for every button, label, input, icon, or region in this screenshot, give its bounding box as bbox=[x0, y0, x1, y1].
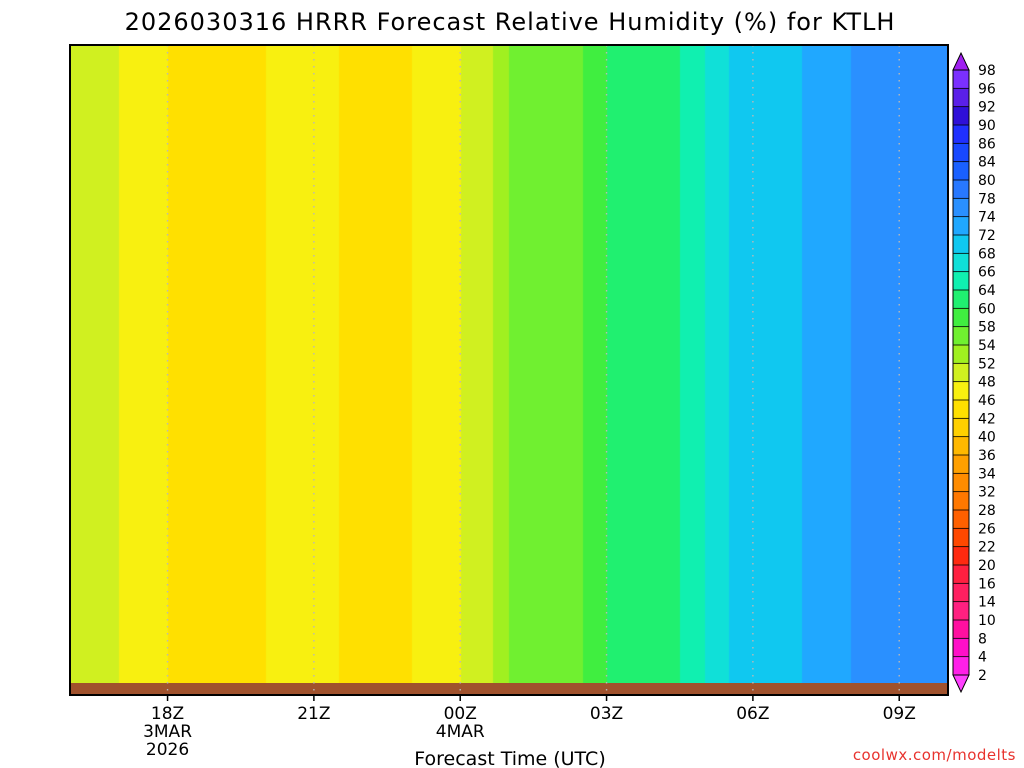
colorbar-label: 14 bbox=[978, 595, 996, 611]
colorbar-arrow-top bbox=[952, 51, 970, 71]
colorbar-swatch bbox=[953, 125, 969, 144]
colorbar-label: 42 bbox=[978, 411, 996, 427]
colorbar-swatch bbox=[953, 363, 969, 382]
rh-contour-field bbox=[70, 45, 948, 695]
colorbar-swatch bbox=[953, 308, 969, 327]
colorbar-label: 40 bbox=[978, 430, 996, 446]
colorbar-label: 2 bbox=[978, 668, 987, 684]
colorbar-swatch bbox=[953, 253, 969, 272]
colorbar-swatch bbox=[953, 400, 969, 419]
x-tick-label: 18Z 3MAR 2026 bbox=[143, 704, 192, 760]
colorbar-label: 80 bbox=[978, 173, 996, 189]
colorbar-swatch bbox=[953, 70, 969, 89]
colorbar-swatch bbox=[953, 106, 969, 125]
colorbar-label: 84 bbox=[978, 155, 996, 171]
colorbar-label: 22 bbox=[978, 540, 996, 556]
plot-frame bbox=[69, 44, 949, 696]
colorbar-label: 52 bbox=[978, 356, 996, 372]
x-tick-label: 06Z bbox=[736, 704, 769, 724]
colorbar-label: 72 bbox=[978, 228, 996, 244]
colorbar-swatch bbox=[953, 216, 969, 235]
colorbar-swatch bbox=[953, 583, 969, 602]
colorbar-label: 68 bbox=[978, 246, 996, 262]
surface-strip bbox=[70, 683, 948, 695]
colorbar-swatch bbox=[953, 436, 969, 455]
colorbar-swatch bbox=[953, 528, 969, 547]
x-tick-line: 09Z bbox=[883, 704, 916, 724]
x-tick-line: 06Z bbox=[736, 704, 769, 724]
colorbar-label: 58 bbox=[978, 320, 996, 336]
colorbar-swatch bbox=[953, 290, 969, 309]
colorbar-label: 28 bbox=[978, 503, 996, 519]
colorbar-swatch bbox=[953, 546, 969, 565]
x-tick-line: 2026 bbox=[146, 740, 189, 760]
colorbar-label: 54 bbox=[978, 338, 996, 354]
x-axis: 18Z 3MAR 2026 21Z 00Z 4MAR 03Z 06Z 09Z bbox=[143, 695, 916, 760]
x-tick-label: 21Z bbox=[297, 704, 330, 724]
colorbar-label: 66 bbox=[978, 265, 996, 281]
colorbar-swatch bbox=[953, 381, 969, 400]
chart-title: 2026030316 HRRR Forecast Relative Humidi… bbox=[125, 8, 896, 36]
colorbar-swatch bbox=[953, 638, 969, 657]
colorbar: 9896929086848078747268666460585452484642… bbox=[952, 51, 996, 694]
colorbar-label: 96 bbox=[978, 81, 996, 97]
colorbar-swatch bbox=[953, 656, 969, 675]
colorbar-swatch bbox=[953, 345, 969, 364]
colorbar-swatch bbox=[953, 473, 969, 492]
rh-shading bbox=[70, 45, 948, 695]
x-tick-label: 09Z bbox=[883, 704, 916, 724]
colorbar-swatch bbox=[953, 620, 969, 639]
colorbar-label: 36 bbox=[978, 448, 996, 464]
colorbar-swatch bbox=[953, 491, 969, 510]
colorbar-swatch bbox=[953, 565, 969, 584]
colorbar-arrow-bottom bbox=[952, 674, 970, 694]
credit-link[interactable]: coolwx.com/modelts bbox=[853, 746, 1016, 764]
x-tick-label: 03Z bbox=[590, 704, 623, 724]
x-axis-title: Forecast Time (UTC) bbox=[414, 748, 605, 768]
colorbar-swatch bbox=[953, 326, 969, 345]
colorbar-label: 48 bbox=[978, 375, 996, 391]
colorbar-swatch bbox=[953, 88, 969, 107]
colorbar-swatch bbox=[953, 510, 969, 529]
colorbar-label: 60 bbox=[978, 301, 996, 317]
colorbar-label: 98 bbox=[978, 63, 996, 79]
colorbar-swatch bbox=[953, 198, 969, 217]
colorbar-label: 4 bbox=[978, 650, 987, 666]
colorbar-label: 26 bbox=[978, 521, 996, 537]
colorbar-label: 8 bbox=[978, 631, 987, 647]
colorbar-label: 16 bbox=[978, 576, 996, 592]
x-tick-line: 00Z bbox=[444, 704, 477, 724]
colorbar-swatch bbox=[953, 601, 969, 620]
colorbar-swatch bbox=[953, 235, 969, 254]
colorbar-label: 20 bbox=[978, 558, 996, 574]
colorbar-label: 90 bbox=[978, 118, 996, 134]
colorbar-swatch bbox=[953, 180, 969, 199]
x-tick-line: 4MAR bbox=[436, 722, 485, 742]
colorbar-swatch bbox=[953, 271, 969, 290]
colorbar-swatch bbox=[953, 455, 969, 474]
colorbar-label: 92 bbox=[978, 100, 996, 116]
colorbar-label: 10 bbox=[978, 613, 996, 629]
colorbar-label: 34 bbox=[978, 466, 996, 482]
colorbar-label: 74 bbox=[978, 210, 996, 226]
colorbar-label: 64 bbox=[978, 283, 996, 299]
colorbar-swatch bbox=[953, 143, 969, 162]
x-tick-line: 03Z bbox=[590, 704, 623, 724]
colorbar-swatch bbox=[953, 161, 969, 180]
x-tick-line: 3MAR bbox=[143, 722, 192, 742]
x-tick-line: 18Z bbox=[151, 704, 184, 724]
colorbar-label: 78 bbox=[978, 191, 996, 207]
x-tick-label: 00Z 4MAR bbox=[436, 704, 485, 742]
colorbar-label: 86 bbox=[978, 136, 996, 152]
x-tick-line: 21Z bbox=[297, 704, 330, 724]
colorbar-label: 46 bbox=[978, 393, 996, 409]
colorbar-label: 32 bbox=[978, 485, 996, 501]
colorbar-swatch bbox=[953, 418, 969, 437]
